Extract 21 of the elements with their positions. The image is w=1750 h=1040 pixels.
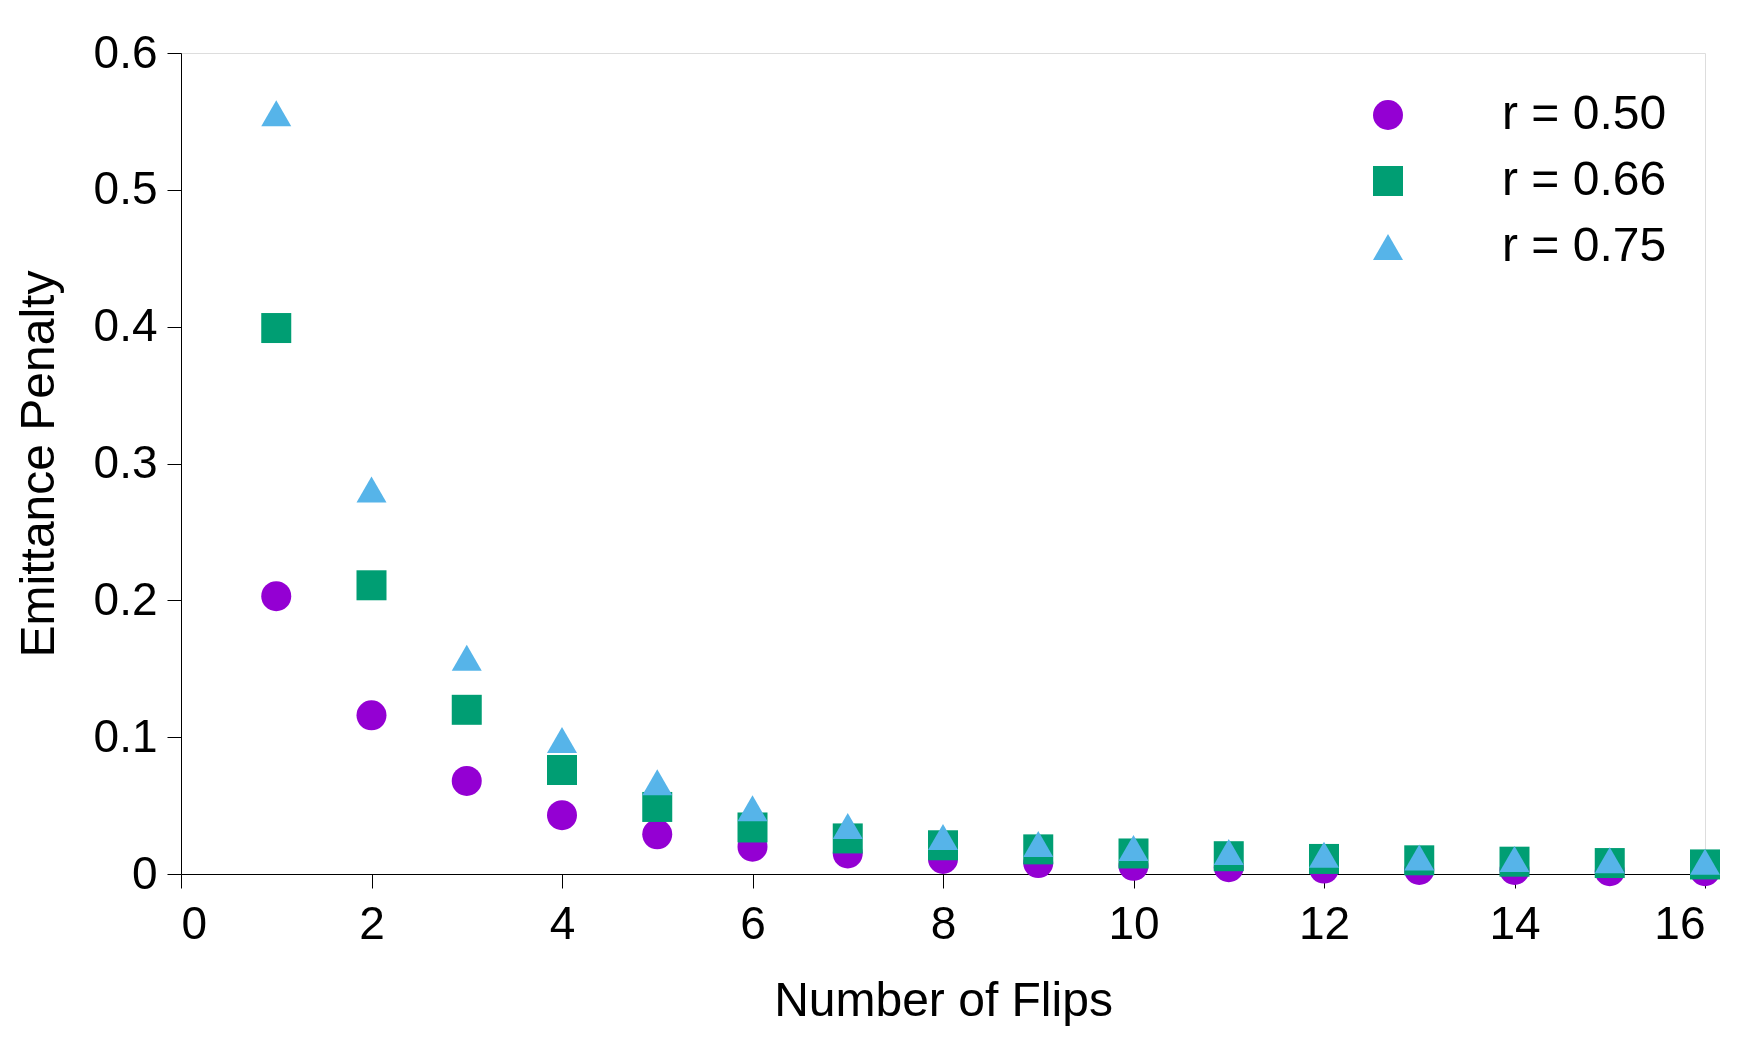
x-tick-label: 0 [181, 896, 208, 949]
y-tick-label: 0.5 [93, 162, 158, 215]
y-tick-label: 0.4 [93, 299, 158, 352]
x-tick-label: 12 [1298, 896, 1351, 949]
x-tick-label: 8 [930, 896, 957, 949]
legend-label: r = 0.66 [1502, 152, 1667, 205]
x-tick-label: 16 [1654, 896, 1706, 949]
y-tick-label: 0.3 [93, 436, 158, 488]
y-tick-label: 0.1 [93, 709, 158, 762]
legend-label: r = 0.75 [1502, 218, 1667, 271]
y-tick-label: 0.6 [93, 25, 158, 78]
x-tick-label: 2 [359, 896, 385, 949]
x-tick-label: 6 [740, 896, 766, 949]
x-tick-label: 14 [1489, 896, 1541, 949]
x-axis-title: Number of Flips [774, 972, 1113, 1026]
x-tick-label: 4 [549, 896, 576, 949]
y-axis-title: Emittance Penalty [10, 270, 64, 658]
x-tick-label: 10 [1108, 896, 1160, 949]
y-tick-label: 0.2 [93, 572, 158, 625]
legend-label: r = 0.50 [1502, 86, 1667, 139]
y-tick-label: 0 [131, 846, 158, 899]
